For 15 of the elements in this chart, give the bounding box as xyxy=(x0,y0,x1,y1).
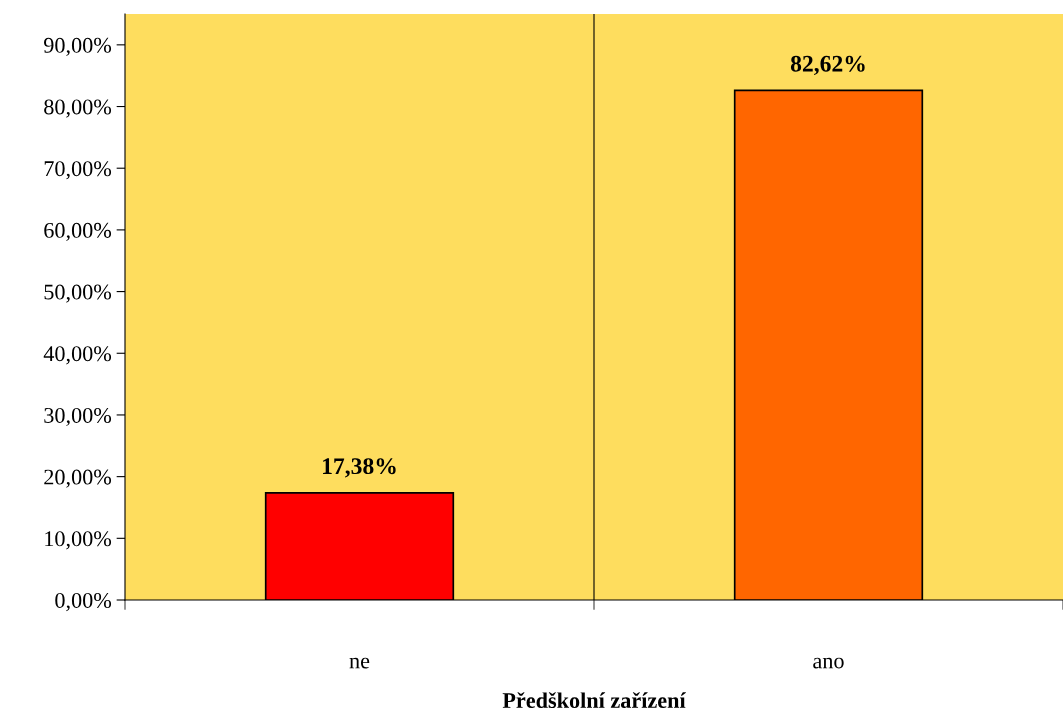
data-label: 17,38% xyxy=(323,458,396,478)
x-axis-title: Předškolní zařízení xyxy=(502,692,686,709)
x-tick-label: ne xyxy=(349,657,370,669)
y-tick-label: 30,00% xyxy=(44,407,112,427)
y-tick-label: 10,00% xyxy=(45,531,112,550)
data-label: 82,62% xyxy=(790,55,865,76)
y-tick-label: 80,00% xyxy=(44,99,112,118)
y-tick-label: 40,00% xyxy=(43,346,112,365)
y-tick-label: 60,00% xyxy=(44,222,112,242)
y-tick-label: 70,00% xyxy=(44,161,112,180)
y-tick-label: 90,00% xyxy=(44,37,112,56)
x-tick-label: ano xyxy=(813,657,844,669)
y-tick-label: 50,00% xyxy=(44,284,112,303)
y-tick-label: 20,00% xyxy=(44,469,112,488)
y-tick-label: 0,00% xyxy=(55,592,112,612)
